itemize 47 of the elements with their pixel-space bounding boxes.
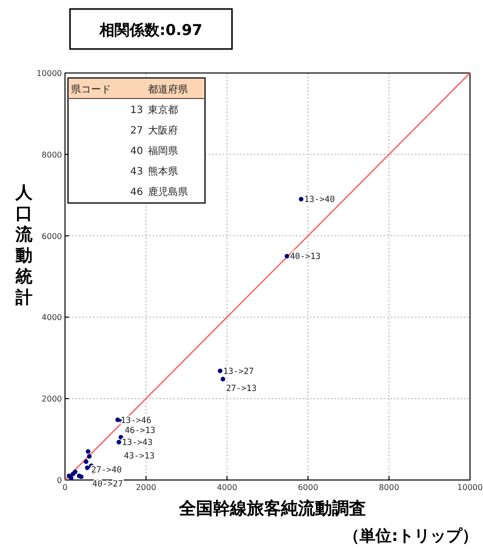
annotation: 福岡県 bbox=[148, 145, 178, 157]
x-tick-label: 10000 bbox=[457, 483, 483, 492]
y-tick-label: 2000 bbox=[42, 394, 62, 404]
annotation: 13->40 bbox=[304, 195, 335, 206]
annotation: 43->13 bbox=[124, 451, 155, 462]
x-tick-label: 6000 bbox=[298, 483, 318, 492]
annotation: 13->27 bbox=[223, 366, 254, 377]
y-tick-label: 10000 bbox=[36, 69, 62, 78]
annotation: 46->13 bbox=[124, 426, 156, 436]
annotation: 13->43 bbox=[122, 438, 153, 448]
annotation: 46 bbox=[130, 187, 143, 198]
annotation: 27->40 bbox=[91, 466, 122, 476]
point bbox=[218, 368, 222, 374]
x-tick-label: 2000 bbox=[136, 483, 156, 492]
y-tick-label: 0 bbox=[56, 476, 62, 485]
annotation: 43 bbox=[130, 166, 143, 178]
annotation: 熊本県 bbox=[148, 166, 178, 178]
point bbox=[220, 376, 226, 382]
text: 相関係数:0.97 bbox=[98, 21, 203, 39]
point bbox=[87, 454, 92, 459]
annotation: 都道府県 bbox=[148, 84, 188, 96]
annotation: 大阪府 bbox=[148, 124, 178, 136]
x-tick-label: 8000 bbox=[378, 483, 400, 492]
x-tick-label: 4000 bbox=[216, 483, 238, 492]
y-tick-label: 8000 bbox=[42, 150, 62, 160]
point bbox=[284, 254, 290, 258]
annotation: 27 bbox=[130, 126, 143, 136]
point bbox=[84, 465, 90, 470]
text: （単位:トリップ） bbox=[344, 526, 478, 545]
x-axis-title: 全国幹線旅客純流動調査 bbox=[178, 499, 366, 519]
annotation: 40->13 bbox=[290, 252, 321, 262]
point bbox=[84, 459, 88, 464]
annotation: 27->13 bbox=[226, 384, 257, 394]
annotation: 鹿児島県 bbox=[148, 186, 188, 198]
point bbox=[86, 449, 90, 454]
annotation: 40 bbox=[130, 146, 143, 157]
y-tick-label: 6000 bbox=[42, 232, 62, 241]
y-tick-label: 4000 bbox=[42, 313, 62, 322]
point bbox=[115, 417, 120, 422]
x-tick-label: 0 bbox=[62, 483, 68, 492]
annotation: 東京都 bbox=[148, 104, 178, 116]
annotation: 40->27 bbox=[92, 479, 124, 490]
y-axis-title: 人口流動統計 bbox=[14, 183, 34, 308]
point bbox=[298, 196, 304, 202]
annotation: 県コード bbox=[71, 84, 111, 96]
annotation: 13 bbox=[130, 105, 143, 116]
point bbox=[116, 440, 122, 444]
